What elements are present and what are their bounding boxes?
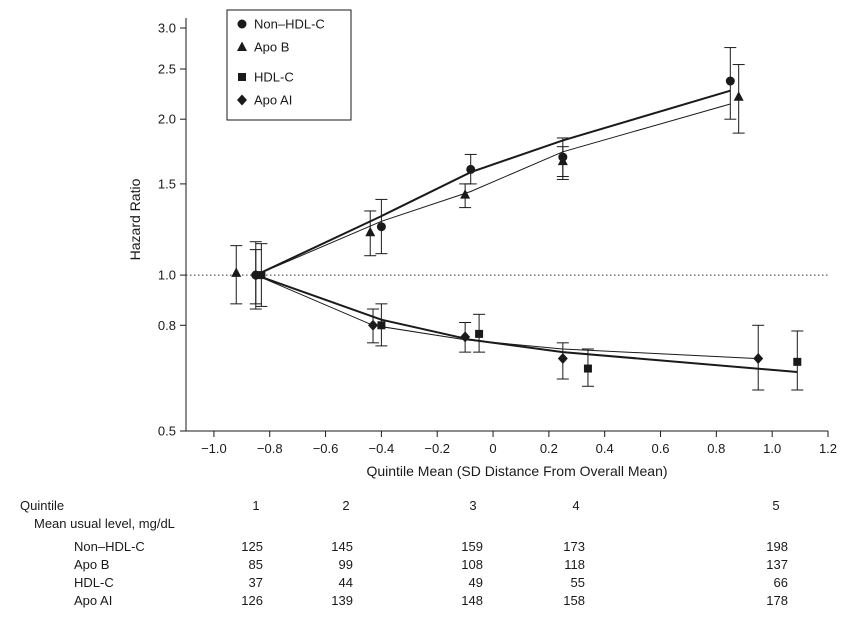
table-cell: 126	[241, 593, 263, 608]
data-markers	[231, 76, 802, 373]
legend-marker-square	[238, 73, 246, 81]
marker-square	[475, 329, 484, 338]
table-cell: 158	[563, 593, 585, 608]
y-tick-label: 1.0	[158, 268, 176, 283]
x-tick-label: −0.6	[313, 441, 339, 456]
table-cell: 148	[461, 593, 483, 608]
table-cell: 198	[766, 539, 788, 554]
table-cell: 139	[331, 593, 353, 608]
marker-square	[257, 271, 266, 280]
marker-triangle	[557, 155, 568, 166]
marker-circle	[466, 164, 476, 174]
table-row-label: HDL-C	[74, 575, 114, 590]
x-tick-label: −0.4	[369, 441, 395, 456]
table-quintile-number: 1	[252, 498, 259, 513]
table-cell: 118	[564, 557, 585, 572]
marker-square	[793, 357, 802, 366]
x-tick-label: −0.8	[257, 441, 283, 456]
table-header-label: Quintile	[20, 498, 64, 513]
x-tick-label: 1.0	[763, 441, 781, 456]
y-tick-label: 0.8	[158, 318, 176, 333]
y-tick-label: 3.0	[158, 21, 176, 36]
marker-diamond	[557, 353, 568, 365]
legend-marker-diamond	[237, 94, 247, 106]
x-tick-label: −0.2	[424, 441, 450, 456]
legend-box	[226, 9, 352, 121]
table-row-label: Apo AI	[74, 593, 112, 608]
legend-marker-circle	[237, 19, 247, 29]
table-cell: 37	[249, 575, 263, 590]
table-quintile-number: 5	[772, 498, 779, 513]
legend-label: Non–HDL-C	[254, 17, 325, 32]
table-row-label: Apo B	[74, 557, 109, 572]
legend-label: Apo B	[254, 40, 289, 55]
table-row-label: Non–HDL-C	[74, 539, 145, 554]
table-subheader: Mean usual level, mg/dL	[34, 516, 175, 531]
legend: Non–HDL-C Apo B HDL-C Apo AI	[226, 9, 352, 121]
y-tick-label: 2.5	[158, 62, 176, 77]
marker-circle	[376, 222, 386, 232]
marker-triangle	[365, 226, 376, 237]
legend-label: Apo AI	[254, 93, 292, 108]
table-cell: 125	[241, 539, 263, 554]
x-axis-title: Quintile Mean (SD Distance From Overall …	[366, 463, 667, 479]
marker-diamond	[460, 331, 471, 343]
table-cell: 137	[766, 557, 788, 572]
table-cell: 49	[469, 575, 483, 590]
y-tick-label: 2.0	[158, 112, 176, 127]
marker-square	[583, 364, 592, 373]
marker-diamond	[368, 319, 379, 331]
table-cell: 178	[766, 593, 788, 608]
table-quintile-number: 4	[572, 498, 579, 513]
legend-marker-triangle	[237, 41, 247, 51]
marker-triangle	[733, 91, 744, 101]
y-tick-label: 0.5	[158, 424, 176, 439]
table-cell: 108	[461, 557, 483, 572]
x-tick-label: −1.0	[201, 441, 227, 456]
fit-line-apo-b	[255, 103, 731, 276]
x-tick-label: 0.4	[596, 441, 614, 456]
y-axis-title: Hazard Ratio	[127, 178, 143, 260]
fit-lines	[255, 89, 798, 373]
fit-line-apo-ai	[255, 274, 759, 360]
x-tick-label: 0.6	[651, 441, 669, 456]
table-quintile-number: 3	[469, 498, 476, 513]
table-cell: 173	[563, 539, 585, 554]
table-cell: 55	[571, 575, 585, 590]
table-cell: 145	[331, 539, 353, 554]
fit-line-hdl-c	[255, 274, 798, 373]
marker-triangle	[460, 189, 471, 199]
marker-triangle	[231, 267, 242, 277]
table-cell: 159	[461, 539, 483, 554]
x-tick-label: 0.8	[707, 441, 725, 456]
table-cell: 85	[249, 557, 263, 572]
quintile-table: Quintile 1 2 3 4 5 Mean usual level, mg/dL Non–…	[20, 498, 788, 608]
y-tick-label: 1.5	[158, 176, 176, 191]
table-cell: 44	[339, 575, 353, 590]
axes: 0.5 0.8 1.0 1.5 2.0 2.5 3.0 −1.0 −0.8 −0.6 −0.4 −0.…	[127, 18, 837, 479]
table-cell: 99	[339, 557, 353, 572]
x-tick-label: 0	[489, 441, 496, 456]
marker-square	[377, 321, 386, 330]
marker-circle	[725, 76, 735, 86]
marker-diamond	[250, 269, 261, 281]
table-cell: 66	[774, 575, 788, 590]
x-tick-label: 0.2	[540, 441, 558, 456]
legend-label: HDL-C	[254, 70, 294, 85]
table-quintile-number: 2	[342, 498, 349, 513]
x-tick-label: 1.2	[819, 441, 837, 456]
marker-diamond	[753, 353, 764, 365]
